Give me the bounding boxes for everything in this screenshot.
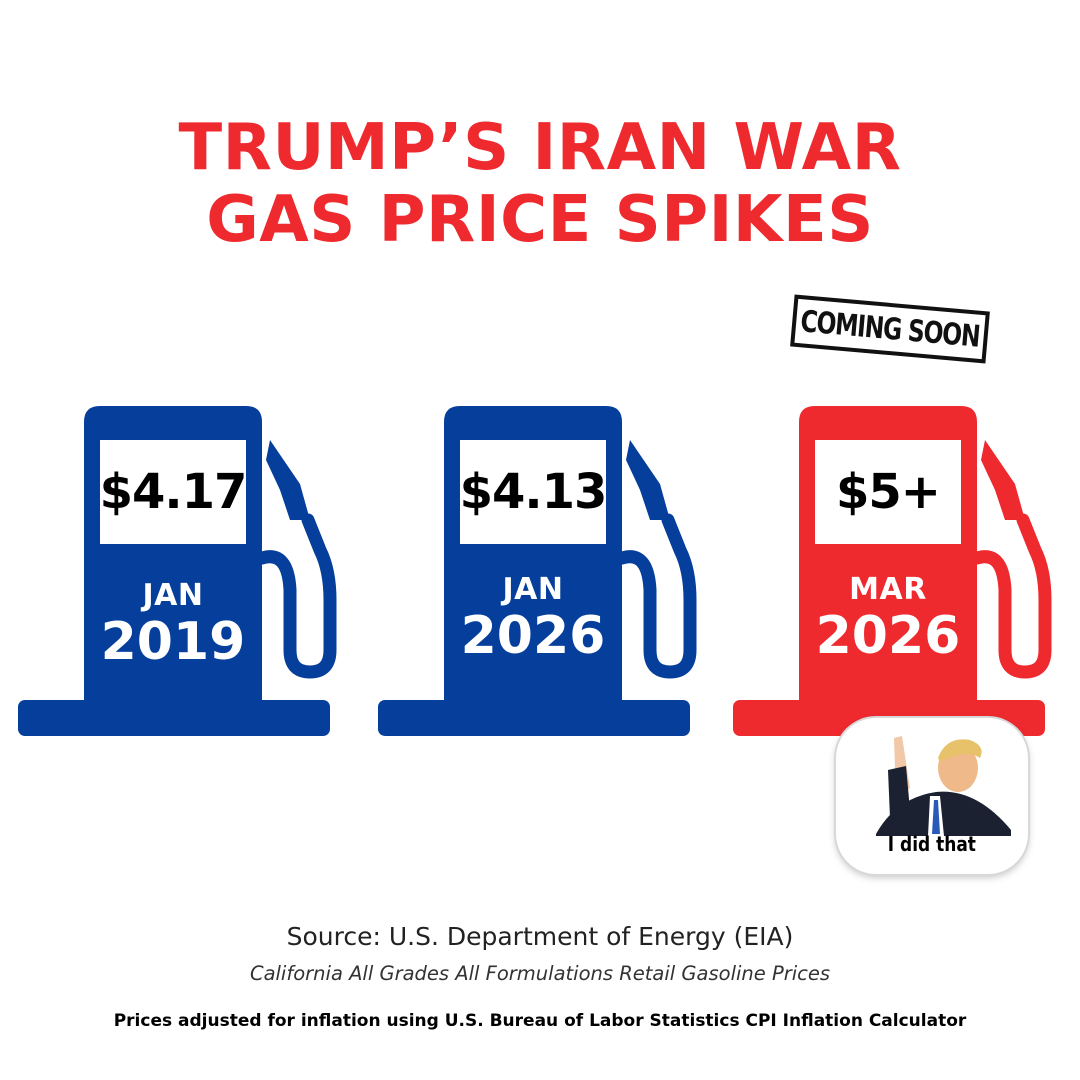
price-display: $4.13 bbox=[460, 440, 607, 544]
pump-year: 2026 bbox=[460, 606, 606, 666]
source-line: Source: U.S. Department of Energy (EIA) bbox=[286, 922, 794, 951]
price-display: $5+ bbox=[815, 440, 961, 544]
pump-month: JAN bbox=[142, 578, 204, 613]
pump-year: 2026 bbox=[815, 606, 961, 666]
gas-pump-mar-2026: $5+ MAR 2026 bbox=[733, 400, 1063, 740]
inflation-note: Prices adjusted for inflation using U.S.… bbox=[113, 1011, 967, 1031]
headline: TRUMP’S IRAN WAR GAS PRICE SPIKES bbox=[0, 112, 1080, 256]
sticker-caption: I did that bbox=[887, 832, 977, 856]
gas-pump-jan-2026: $4.13 JAN 2026 bbox=[378, 400, 708, 740]
coming-soon-stamp: COMING SOON bbox=[790, 294, 990, 364]
source-detail: California All Grades All Formulations R… bbox=[249, 962, 831, 985]
i-did-that-sticker: I did that bbox=[836, 718, 1028, 874]
gas-pump-jan-2019: $4.17 JAN 2019 bbox=[18, 400, 348, 740]
pump-year: 2019 bbox=[100, 612, 246, 672]
pump-month: JAN bbox=[502, 572, 564, 607]
pointing-man-figure bbox=[876, 736, 1011, 836]
pump-month: MAR bbox=[849, 572, 927, 607]
price-display: $4.17 bbox=[100, 440, 247, 544]
headline-line-1: TRUMP’S IRAN WAR bbox=[178, 111, 902, 185]
stamp-label: COMING SOON bbox=[799, 303, 981, 355]
headline-line-2: GAS PRICE SPIKES bbox=[206, 183, 874, 257]
